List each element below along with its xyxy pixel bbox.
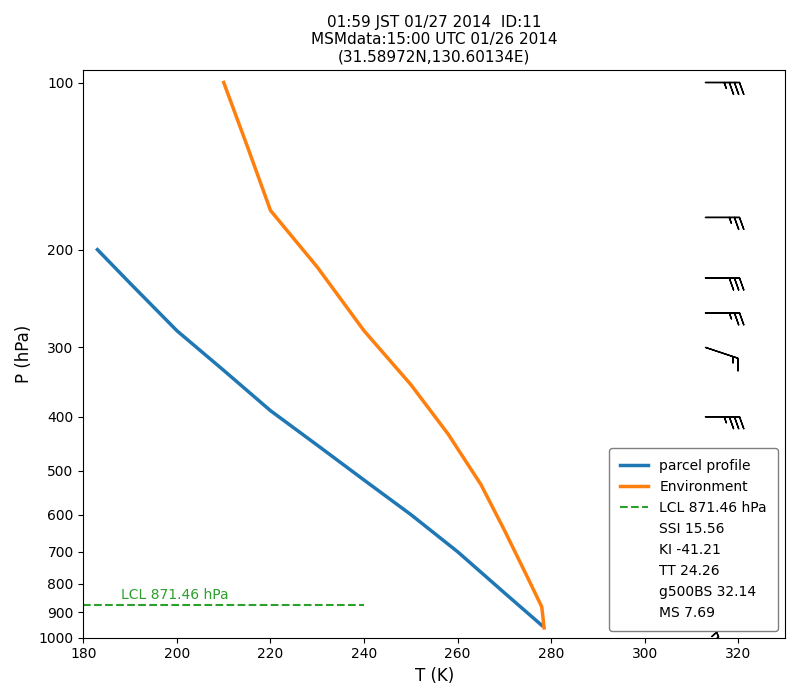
Line: parcel profile: parcel profile [98,250,542,625]
Environment [476,480,486,489]
parcel profile [537,621,546,629]
Environment [313,263,322,272]
Environment [406,380,416,389]
parcel profile [313,441,322,449]
Environment [359,327,369,335]
parcel profile [359,476,369,484]
parcel profile [406,510,416,519]
parcel profile [453,547,462,556]
Environment [539,624,549,632]
X-axis label: T (K): T (K) [414,667,454,685]
parcel profile [172,327,182,335]
Environment [537,603,546,611]
Environment [523,573,533,582]
Line: Environment: Environment [224,83,544,628]
Text: LCL 871.46 hPa: LCL 871.46 hPa [121,588,229,602]
Environment [266,206,275,215]
parcel profile [219,366,229,375]
Environment [499,526,509,534]
parcel profile [126,279,135,288]
parcel profile [93,246,102,254]
Environment [242,141,252,150]
Y-axis label: P (hPa): P (hPa) [15,325,33,383]
Legend: parcel profile, Environment, LCL 871.46 hPa, SSI 15.56, KI -41.21, TT 24.26, g50: parcel profile, Environment, LCL 871.46 … [610,448,778,631]
parcel profile [499,589,509,597]
Title: 01:59 JST 01/27 2014  ID:11
MSMdata:15:00 UTC 01/26 2014
(31.58972N,130.60134E): 01:59 JST 01/27 2014 ID:11 MSMdata:15:00… [311,15,558,65]
parcel profile [266,407,275,415]
Environment [443,430,453,438]
Environment [219,78,229,87]
